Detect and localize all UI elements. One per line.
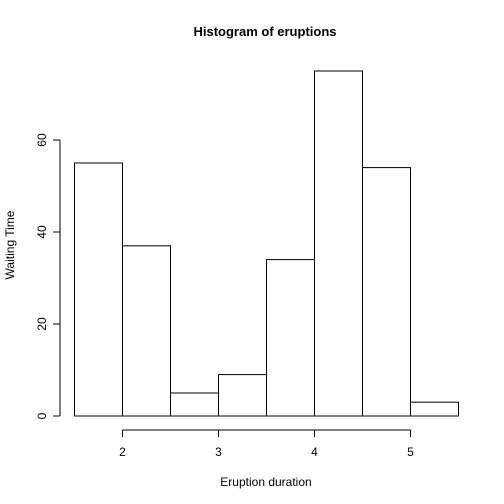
x-tick-label: 2	[119, 445, 126, 459]
histogram-bar	[122, 245, 171, 417]
histogram-bar	[362, 167, 411, 417]
histogram-bar	[314, 70, 363, 417]
histogram-bar	[218, 374, 267, 417]
x-axis-label: Eruption duration	[220, 475, 311, 489]
histogram-bar	[170, 392, 219, 417]
histogram-bar	[266, 259, 315, 417]
y-axis: 0 20 40 60	[35, 133, 61, 419]
x-tick-label: 4	[311, 445, 318, 459]
y-tick-label: 40	[35, 225, 49, 239]
y-tick-label: 0	[35, 412, 49, 419]
bars-group	[74, 70, 459, 417]
x-axis: 2 3 4 5	[119, 429, 414, 459]
y-axis-label: Waiting Time	[3, 210, 17, 279]
y-tick-label: 20	[35, 317, 49, 331]
chart-title: Histogram of eruptions	[193, 24, 336, 39]
histogram-bar	[410, 401, 459, 417]
x-tick-label: 5	[407, 445, 414, 459]
x-tick-label: 3	[215, 445, 222, 459]
histogram-bar	[74, 162, 123, 417]
y-tick-label: 60	[35, 133, 49, 147]
